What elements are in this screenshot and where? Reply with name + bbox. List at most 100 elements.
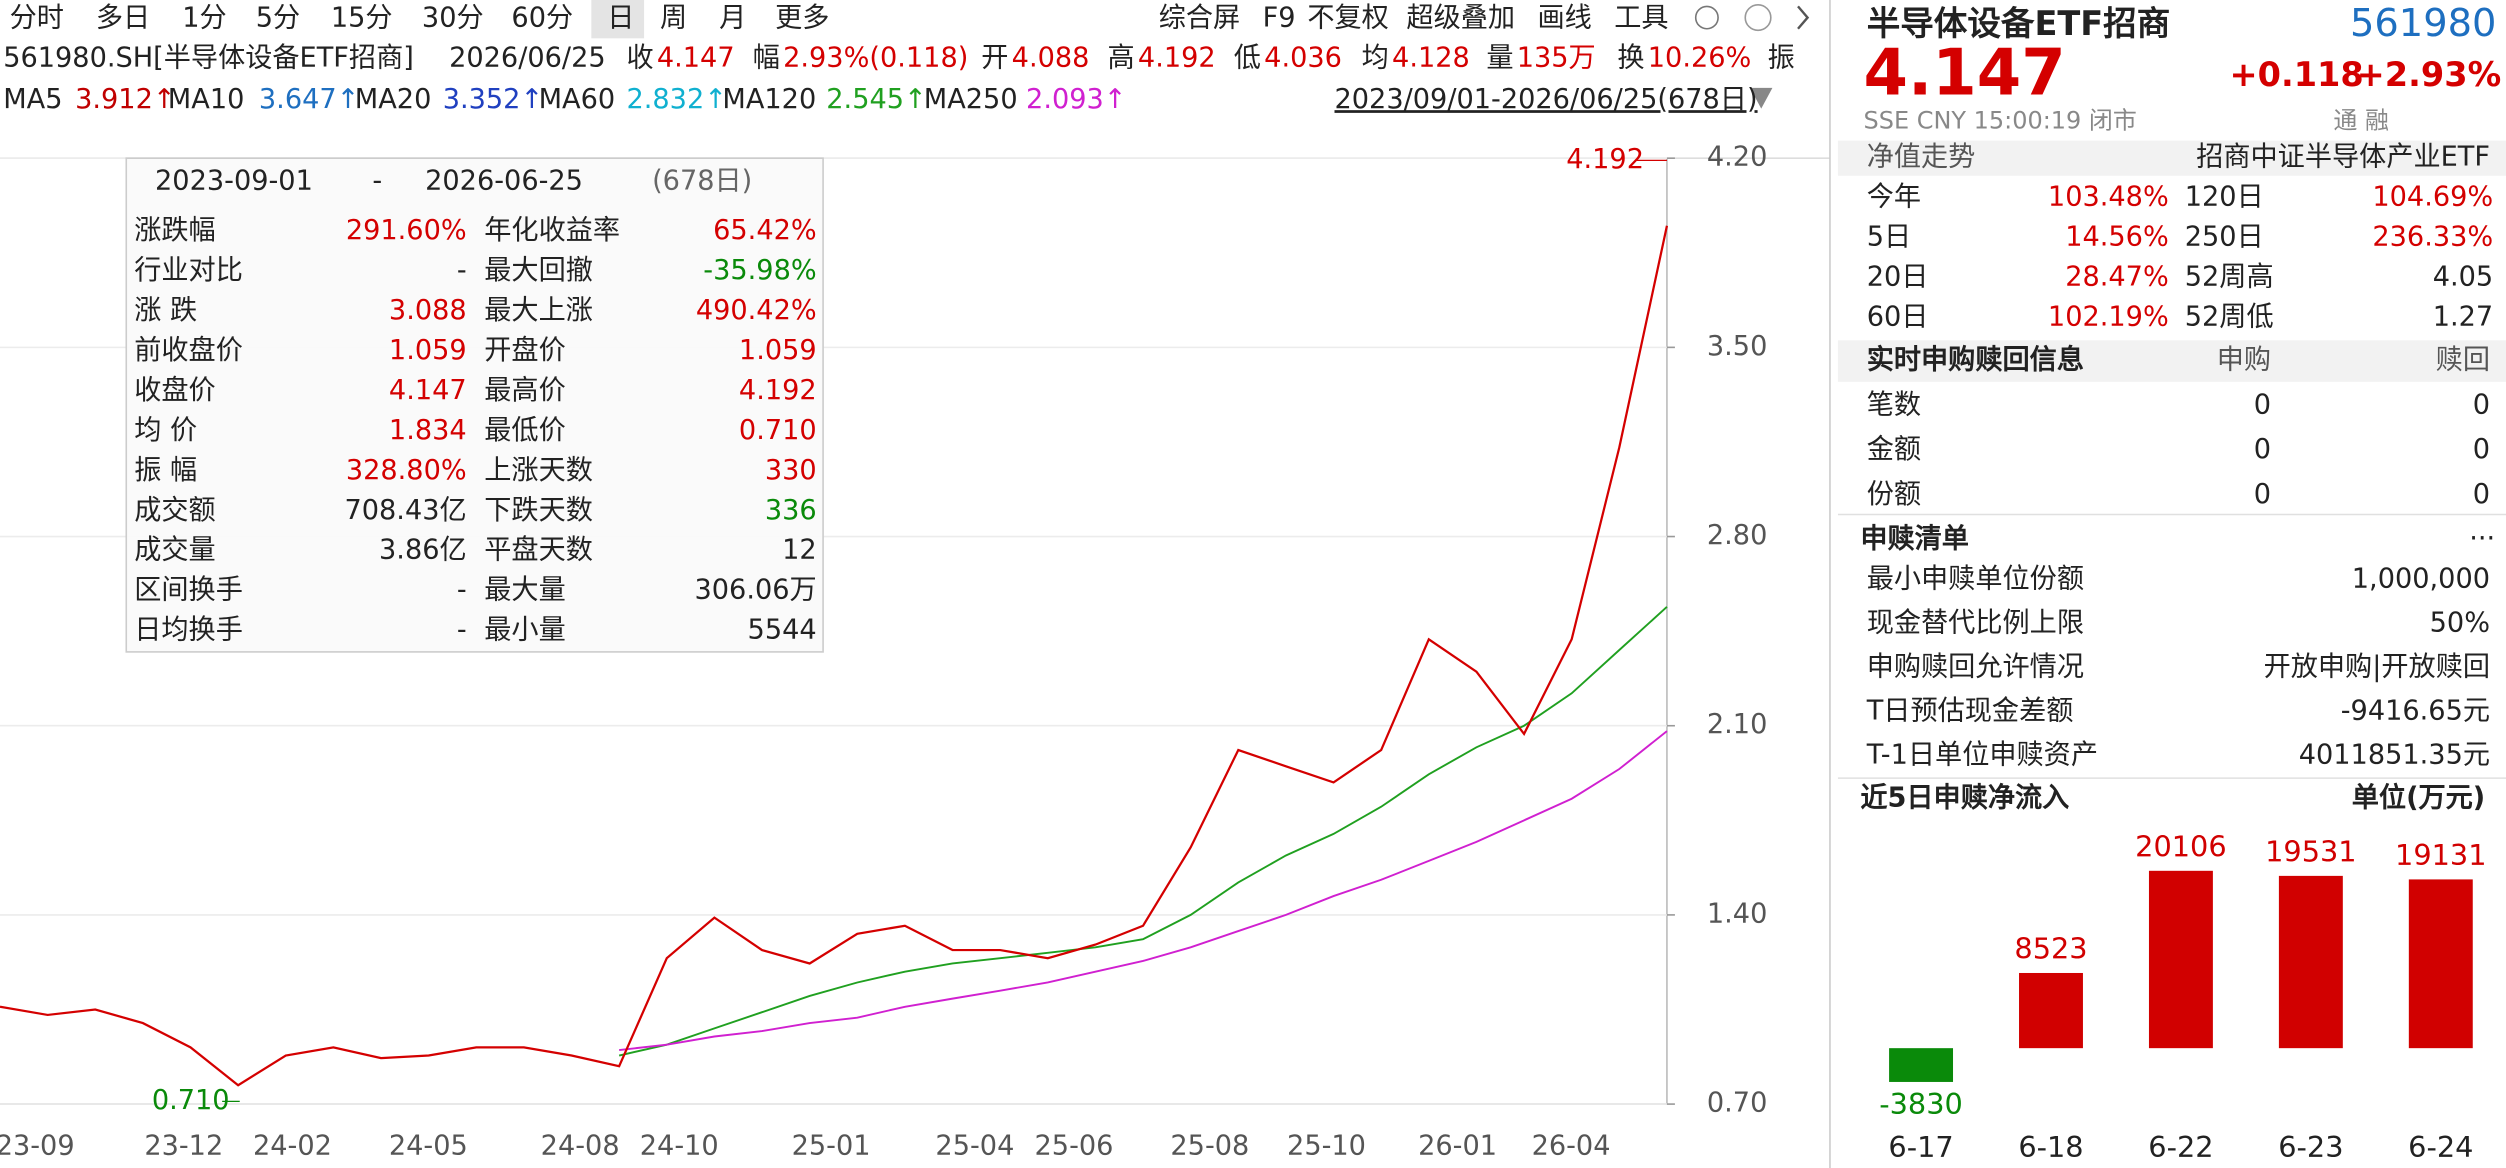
return-label: 60日 [1867,301,1929,332]
legend-name: MA250 [924,84,1018,115]
row-value: 0 [2473,479,2490,510]
y-tick-label: 3.50 [1707,331,1767,362]
nav-index: 招商中证半导体产业ETF [2196,142,2490,173]
status: SSE CNY 15:00:19 闭市 [1864,106,2137,134]
return-label: 今年 [1867,182,1921,213]
chart-title: 近5日申赎净流入 [1860,782,2069,813]
period-tab[interactable]: 更多 [775,3,829,34]
legend-value: 2.832↑ [626,84,727,115]
x-tick-label: 6-18 [2018,1130,2083,1164]
tool-button[interactable]: 工具 [1614,3,1668,34]
section-title: 申赎清单 [1860,524,1969,555]
tool-button[interactable]: 超级叠加 [1406,3,1515,34]
quote-label: 换 [1617,43,1644,74]
symbol: 561980.SH[半导体设备ETF招商] [3,43,414,74]
period-tab[interactable]: 60分 [511,3,573,34]
stat-value: 12 [782,535,817,566]
stat-label: 收盘价 [134,375,215,406]
x-tick-label: 26-01 [1418,1131,1497,1162]
stat-label: 最大回撤 [484,255,593,286]
row-value: 0 [2254,389,2271,420]
quote-value: 2.93%(0.118) [783,43,968,74]
date-range[interactable]: 2023/09/01-2026/06/25(678日) [1335,84,1758,115]
return-value: 4.05 [2433,262,2493,293]
quote-value: 10.26% [1648,43,1752,74]
stat-value: 0.710 [739,415,817,446]
period-tab[interactable]: 30分 [422,3,484,34]
x-tick-label: 26-04 [1532,1131,1611,1162]
legend-name: MA5 [3,84,62,115]
period-tab[interactable]: 多日 [96,3,150,34]
stat-label: 平盘天数 [484,535,593,566]
x-tick-label: 6-17 [1888,1130,1953,1164]
annotation: 4.192 [1566,144,1644,175]
period-tab[interactable]: 周 [660,3,687,34]
value-label: -3830 [1879,1087,1963,1121]
y-tick-label: 2.10 [1707,709,1767,740]
x-tick-label: 25-04 [935,1131,1014,1162]
row-value: 50% [2430,607,2490,638]
legend-value: 3.647↑ [259,84,360,115]
period-tab[interactable]: 15分 [331,3,393,34]
stat-label: 成交额 [134,495,215,526]
col-head: 赎回 [2436,345,2490,376]
x-tick-label: 23-09 [0,1131,75,1162]
stat-value: 708.43亿 [344,495,466,526]
row-value: 0 [2254,434,2271,465]
stat-value: 3.088 [389,295,467,326]
legend-name: MA60 [539,84,616,115]
bar [2148,870,2213,1049]
return-value: 103.48% [2048,182,2169,213]
realtime-bg [1837,340,2506,382]
y-tick-label: 0.70 [1707,1088,1767,1119]
help-icon[interactable] [1744,3,1772,32]
legend-value: 3.912↑ [75,84,176,115]
period-tab[interactable]: 分时 [10,3,64,34]
row-label: T-1日单位申赎资产 [1866,739,2098,770]
row-value: 0 [2254,479,2271,510]
return-label: 52周低 [2185,301,2274,332]
col-head: 申购 [2217,345,2271,376]
period-tab[interactable]: 月 [719,3,746,34]
legend-name: MA10 [168,84,245,115]
stat-label: 开盘价 [484,335,565,366]
row-label: T日预估现金差额 [1866,695,2074,726]
y-tick-label: 4.20 [1707,142,1767,173]
tool-button[interactable]: 综合屏 [1159,3,1240,34]
return-value: 236.33% [2372,222,2493,253]
x-tick-label: 25-01 [792,1131,871,1162]
stat-label: 最小量 [484,615,565,646]
row-label: 现金替代比例上限 [1867,607,2084,638]
nav-label: 净值走势 [1867,142,1976,173]
quote-value: 4.128 [1392,43,1470,74]
row-value: 1,000,000 [2352,564,2490,595]
next-icon[interactable] [1797,5,1810,30]
legend-name: MA120 [722,84,816,115]
x-tick-label: 6-24 [2408,1130,2473,1164]
tool-button[interactable]: F9 [1263,3,1296,34]
quote-label: 开 [981,43,1008,74]
x-tick-label: 24-05 [389,1131,468,1162]
row-label: 笔数 [1867,389,1921,420]
period-tab[interactable]: 日 [607,3,634,34]
period-tab[interactable]: 5分 [256,3,300,34]
tool-button[interactable]: 不复权 [1307,3,1388,34]
more[interactable]: ··· [2469,524,2495,555]
x-tick-label: 6-23 [2278,1130,2343,1164]
period-tab[interactable]: 1分 [182,3,226,34]
return-label: 250日 [2185,222,2264,253]
end-date[interactable]: 2026-06-25 [425,166,583,197]
stat-value: 4.147 [389,375,467,406]
stat-value: 306.06万 [694,575,816,606]
x-tick-label: 25-08 [1170,1131,1249,1162]
row-value: 开放申购|开放赎回 [2264,651,2490,682]
settings-icon[interactable] [1694,5,1719,30]
tool-button[interactable]: 画线 [1537,3,1591,34]
start-date[interactable]: 2023-09-01 [155,166,313,197]
stat-value: 4.192 [739,375,817,406]
stat-value: 1.059 [389,335,467,366]
quote-value: 4.147 [657,43,735,74]
stat-value: 1.834 [389,415,467,446]
dropdown[interactable] [1750,87,1773,109]
